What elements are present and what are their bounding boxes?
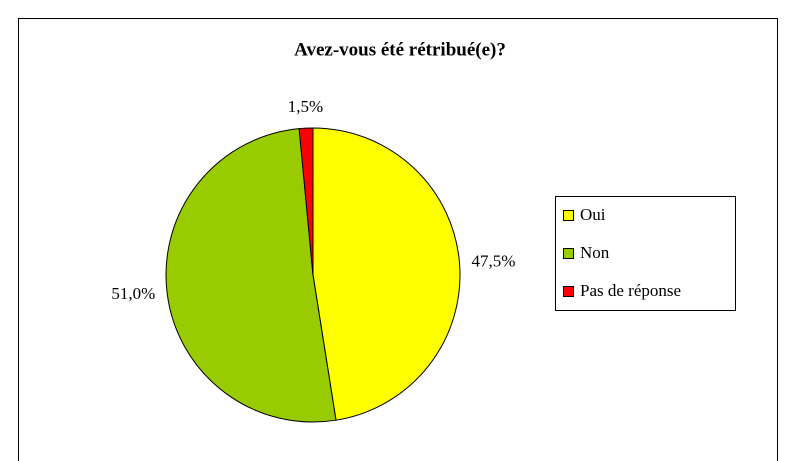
data-label: 47,5% (472, 251, 516, 270)
chart-title: Avez-vous été rétribué(e)? (294, 39, 506, 60)
pie-slice (312, 127, 461, 421)
pie-slice (298, 127, 314, 276)
legend-box (555, 196, 736, 311)
legend-label: Pas de réponse (580, 281, 681, 300)
legend-label: Non (580, 243, 610, 262)
pie-slice (165, 128, 337, 423)
legend-label: Oui (580, 205, 606, 224)
legend-swatch (563, 210, 574, 221)
chart-border (18, 18, 778, 461)
data-label: 1,5% (288, 97, 323, 116)
data-label: 51,0% (111, 284, 155, 303)
legend-swatch (563, 286, 574, 297)
legend-swatch (563, 248, 574, 259)
